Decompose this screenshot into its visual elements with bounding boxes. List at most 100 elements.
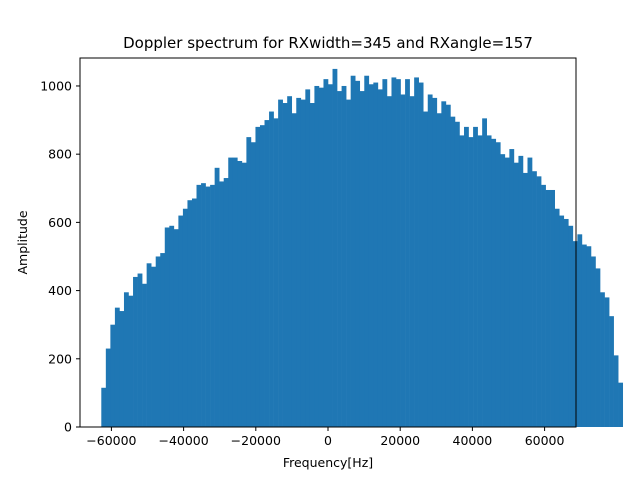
histogram-bar bbox=[182, 208, 188, 427]
histogram-bar bbox=[586, 246, 592, 427]
histogram-bar bbox=[337, 91, 342, 427]
histogram-bar bbox=[287, 96, 293, 427]
histogram-bar bbox=[142, 283, 147, 427]
histogram-bar bbox=[259, 125, 265, 428]
histogram-bar bbox=[232, 157, 238, 427]
histogram-bar bbox=[604, 297, 610, 427]
histogram-bar bbox=[314, 85, 320, 428]
y-tick-label: 1000 bbox=[40, 78, 72, 93]
histogram-bar bbox=[164, 227, 170, 427]
histogram-bar bbox=[477, 135, 483, 427]
histogram-bar bbox=[255, 126, 261, 427]
histogram-bar bbox=[155, 256, 161, 427]
histogram-bar bbox=[550, 189, 555, 427]
x-tick-label: 40000 bbox=[453, 433, 493, 448]
histogram-bar bbox=[600, 292, 605, 427]
chart-title: Doppler spectrum for RXwidth=345 and RXa… bbox=[123, 34, 533, 52]
histogram-bar bbox=[282, 103, 288, 428]
histogram-bar bbox=[123, 292, 129, 427]
histogram-bar bbox=[201, 183, 206, 427]
histogram-bar bbox=[246, 137, 252, 427]
x-axis: −60000 −40000 −20000 0 20000 40000 60000 bbox=[86, 427, 565, 448]
x-tick-label: 20000 bbox=[380, 433, 420, 448]
histogram-bar bbox=[133, 276, 138, 427]
histogram-bar bbox=[146, 263, 152, 427]
histogram-bar bbox=[269, 111, 274, 427]
histogram-bar bbox=[568, 225, 574, 427]
histogram-bar bbox=[291, 113, 297, 427]
histogram-bar bbox=[223, 178, 229, 427]
histogram-bar bbox=[110, 324, 116, 427]
histogram-bar bbox=[250, 142, 256, 428]
histogram-bar bbox=[309, 103, 315, 428]
histogram-bar bbox=[595, 268, 601, 427]
histogram-bar bbox=[427, 94, 433, 428]
histogram-bar bbox=[441, 101, 447, 427]
histogram-bar bbox=[532, 171, 537, 427]
histogram-bar bbox=[618, 382, 624, 427]
histogram-bar bbox=[273, 118, 279, 428]
histogram-bar bbox=[105, 348, 111, 427]
histogram-bar bbox=[332, 68, 338, 427]
histogram-bar bbox=[300, 99, 306, 428]
histogram-bar bbox=[563, 218, 569, 427]
x-tick-label: −40000 bbox=[158, 433, 208, 448]
histogram-bar bbox=[228, 157, 234, 427]
histogram-bar bbox=[559, 215, 565, 427]
histogram-bar bbox=[554, 208, 560, 427]
histogram-bar bbox=[577, 234, 583, 427]
y-axis-title: Amplitude bbox=[15, 210, 30, 274]
histogram-bar bbox=[296, 97, 302, 428]
histogram-bar bbox=[418, 82, 424, 428]
histogram-bar bbox=[368, 84, 374, 427]
histogram-bar bbox=[373, 82, 379, 428]
histogram-bar bbox=[355, 80, 361, 427]
histogram-bar bbox=[545, 189, 551, 427]
histogram-bar bbox=[464, 126, 469, 427]
histogram-bar bbox=[114, 307, 120, 427]
y-tick-label: 0 bbox=[64, 420, 72, 435]
histogram-bar bbox=[377, 89, 383, 427]
histogram-bar bbox=[581, 244, 587, 427]
histogram-bar bbox=[459, 135, 465, 427]
histogram-bar bbox=[541, 184, 546, 427]
histogram-bars bbox=[101, 68, 624, 428]
histogram-bar bbox=[391, 77, 397, 427]
y-axis: 0 200 400 600 800 1000 bbox=[40, 78, 80, 435]
histogram-bar bbox=[382, 79, 388, 427]
histogram-bar bbox=[341, 85, 347, 428]
histogram-bar bbox=[386, 96, 392, 427]
histogram-bar bbox=[432, 97, 438, 428]
histogram-bar bbox=[278, 99, 283, 428]
histogram-bar bbox=[527, 157, 533, 427]
histogram-bar bbox=[323, 79, 329, 427]
histogram-bar bbox=[346, 99, 351, 428]
histogram-bar bbox=[187, 200, 193, 427]
histogram-bar bbox=[414, 77, 419, 427]
histogram-bar bbox=[482, 118, 487, 428]
histogram-bar bbox=[210, 184, 215, 427]
histogram-bar bbox=[495, 142, 501, 428]
histogram-bar bbox=[572, 241, 578, 427]
histogram-bar bbox=[454, 121, 460, 428]
histogram-bar bbox=[500, 154, 506, 428]
histogram-bar bbox=[609, 316, 614, 427]
histogram-bar bbox=[173, 229, 179, 427]
x-tick-label: −60000 bbox=[86, 433, 136, 448]
histogram-bar bbox=[196, 184, 202, 427]
histogram-bar bbox=[590, 256, 596, 427]
histogram-bar bbox=[436, 113, 442, 427]
histogram-bar bbox=[405, 79, 410, 427]
histogram-bar bbox=[486, 135, 492, 427]
histogram-bar bbox=[169, 225, 175, 427]
x-tick-label: 60000 bbox=[525, 433, 565, 448]
histogram-bar bbox=[491, 138, 497, 427]
histogram-bar bbox=[396, 79, 401, 427]
x-tick-label: −20000 bbox=[231, 433, 281, 448]
histogram-bar bbox=[151, 266, 156, 427]
histogram-bar bbox=[191, 198, 197, 427]
histogram-bar bbox=[518, 155, 524, 427]
histogram-bar bbox=[445, 104, 451, 427]
histogram-bar bbox=[409, 96, 415, 427]
